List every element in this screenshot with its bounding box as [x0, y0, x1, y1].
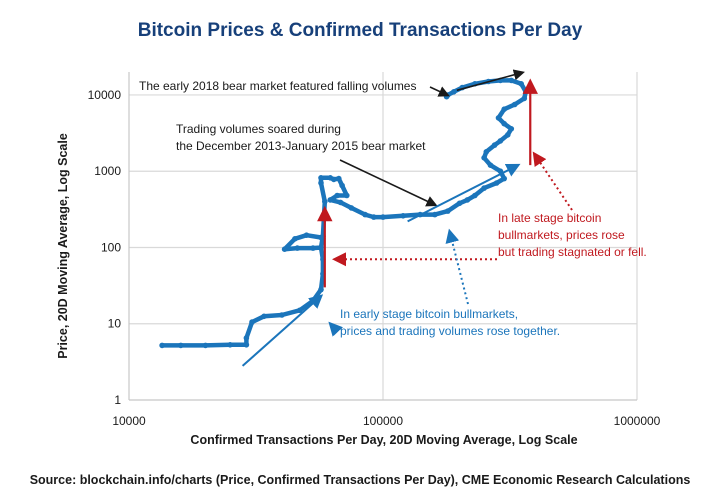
annotation-late-stage-line1: In late stage bitcoin [498, 211, 601, 225]
data-point [371, 214, 377, 220]
x-tick-label: 10000 [112, 414, 146, 428]
data-point [362, 211, 368, 218]
data-point [481, 155, 487, 161]
x-tick-labels: 10000 100000 1000000 [112, 414, 660, 428]
data-point [261, 313, 267, 320]
data-point [501, 175, 508, 182]
data-point [296, 307, 303, 314]
data-point [491, 142, 498, 148]
data-point [336, 175, 342, 182]
data-point [318, 244, 324, 251]
data-point [456, 200, 463, 207]
data-point [400, 213, 406, 219]
chart-title: Bitcoin Prices & Confirmed Transactions … [137, 20, 583, 41]
data-point [322, 198, 328, 205]
y-tick-label: 10000 [88, 88, 122, 102]
data-point [159, 342, 165, 349]
annotation-2013-bear-market-line1: Trading volumes soared during [176, 122, 341, 136]
y-tick-label: 1 [114, 393, 121, 407]
annotation-early-stage-line1: In early stage bitcoin bullmarkets, [340, 307, 518, 321]
data-point [521, 95, 528, 102]
arrow-blue-diag-right [407, 163, 521, 223]
data-point [493, 180, 500, 186]
data-point [344, 192, 350, 199]
annotation-2013-bear-market-line2: the December 2013-January 2015 bear mark… [176, 139, 426, 153]
data-point [279, 312, 285, 318]
data-point [432, 211, 438, 218]
data-point [292, 236, 298, 242]
data-point [178, 342, 184, 349]
data-point [508, 126, 515, 132]
data-point [318, 286, 324, 293]
arrow-2018-left [429, 86, 450, 97]
annotation-2018-bear-market: The early 2018 bear market featured fall… [139, 79, 416, 93]
y-tick-labels: 1 10 100 1000 10000 [88, 88, 122, 407]
source-note: Source: blockchain.info/charts (Price, C… [29, 473, 691, 487]
series-line [159, 78, 529, 348]
y-axis-label: Price, 20D Moving Average, Log Scale [56, 133, 70, 359]
data-point [505, 132, 511, 138]
arrow-blue-diag-left [241, 294, 324, 367]
data-point [495, 115, 502, 121]
data-point [243, 342, 250, 348]
data-point [243, 335, 250, 341]
axes [128, 72, 637, 401]
data-point [497, 138, 504, 144]
arrow-2013-bear [339, 159, 438, 207]
data-point [294, 245, 301, 251]
data-point [337, 199, 344, 206]
data-point [318, 175, 324, 181]
data-point [327, 197, 334, 203]
data-point [523, 89, 529, 95]
data-point [303, 232, 310, 238]
data-point [281, 246, 288, 252]
data-point [227, 342, 233, 348]
data-point [334, 192, 341, 199]
arrow-red-dotted-up [532, 151, 573, 211]
grid [129, 72, 638, 400]
data-point [464, 197, 471, 203]
data-point [202, 342, 209, 349]
data-point [481, 185, 487, 191]
data-point [348, 205, 355, 211]
data-point [445, 208, 451, 214]
data-point [380, 214, 386, 220]
data-point [472, 192, 478, 199]
arrow-blue-dotted-left [328, 321, 343, 337]
arrow-2018-right [456, 69, 525, 92]
data-point [249, 319, 255, 325]
data-point [511, 101, 518, 108]
data-series [159, 77, 529, 349]
chart-svg: 1 10 100 1000 10000 10000 100000 1000000 Confi… [56, 69, 661, 447]
y-tick-label: 1000 [94, 164, 121, 178]
y-tick-label: 100 [101, 240, 121, 254]
arrow-blue-dotted-up [445, 228, 469, 305]
data-point [339, 182, 345, 189]
data-point [487, 162, 494, 168]
data-point [318, 180, 324, 186]
x-tick-label: 100000 [363, 414, 403, 428]
annotation-late-stage-line3: but trading stagnated or fell. [498, 245, 647, 259]
data-point [331, 176, 337, 183]
y-tick-label: 10 [108, 317, 122, 331]
data-point [501, 120, 508, 127]
data-point [508, 77, 515, 84]
annotation-arrows [241, 69, 573, 367]
data-point [518, 81, 524, 87]
annotation-early-stage-line2: prices and trading volumes rose together… [340, 324, 560, 338]
data-point [451, 89, 457, 95]
data-point [483, 149, 490, 155]
data-point [310, 245, 316, 251]
x-axis-label: Confirmed Transactions Per Day, 20D Movi… [190, 433, 577, 447]
x-tick-label: 1000000 [614, 414, 661, 428]
annotation-late-stage-line2: bullmarkets, prices rose [498, 228, 625, 242]
data-point [501, 106, 508, 112]
